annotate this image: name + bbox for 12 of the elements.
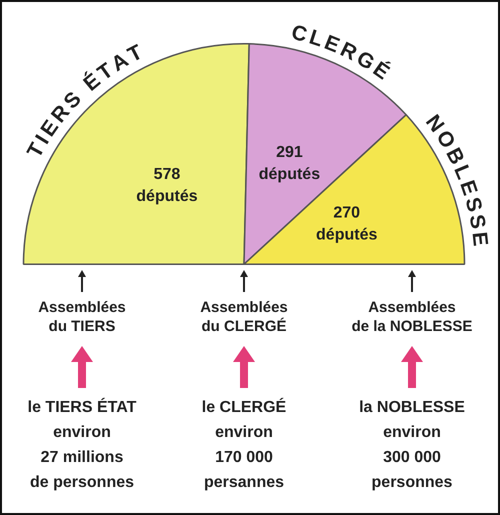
data-label: 270 députés xyxy=(316,204,378,244)
text: Assemblées du TIERS xyxy=(37,298,127,336)
data-label: 578 députés xyxy=(136,166,198,205)
text: Assemblées du CLERGÉ xyxy=(199,298,289,336)
data-label: 291 députés xyxy=(258,144,320,184)
slice-label: CLERGÉ xyxy=(289,20,394,84)
text: Assemblées de la NOBLESSE xyxy=(350,298,474,336)
text: le CLERGÉ environ 170 000 persannes xyxy=(200,396,288,493)
text: le TIERS ÉTAT environ 27 millions de personnes xyxy=(26,396,138,493)
slice-label: NOBLESSE xyxy=(420,110,492,248)
text: la NOBLESSE environ 300 000 personnes xyxy=(358,398,466,493)
category-label: TIERS ÉTAT xyxy=(22,40,146,162)
